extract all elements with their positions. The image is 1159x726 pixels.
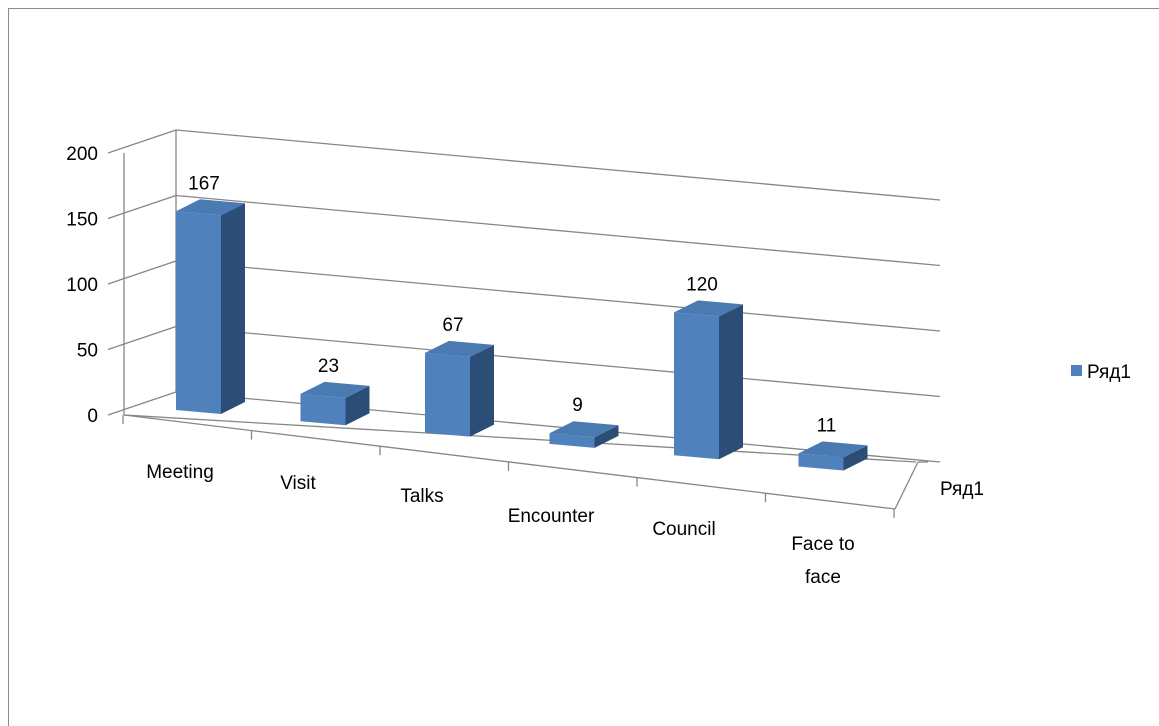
- bar-top: [176, 199, 245, 216]
- y-tick-label: 200: [66, 144, 98, 165]
- gridline-side: [107, 129, 177, 154]
- x-category-label: Visit: [280, 473, 316, 494]
- y-tick-label: 100: [66, 275, 98, 296]
- gridline-side: [107, 194, 177, 220]
- bar: [549, 421, 619, 448]
- bar-front: [674, 312, 719, 460]
- bar-top: [300, 381, 370, 398]
- gridline: [175, 325, 941, 398]
- bar-side: [470, 344, 494, 437]
- bar-top: [549, 421, 619, 438]
- gridline-side: [107, 260, 177, 285]
- bar-front: [300, 393, 346, 426]
- gridline: [175, 194, 941, 267]
- gridline-side: [107, 325, 177, 351]
- x-category-label: Encounter: [508, 506, 595, 527]
- data-label: 23: [318, 356, 339, 377]
- legend: Ряд1: [1071, 362, 1131, 383]
- bar: [300, 381, 370, 426]
- data-label: 67: [442, 315, 463, 336]
- bar: [176, 199, 245, 414]
- bar: [425, 340, 494, 437]
- x-category-label: Talks: [400, 486, 443, 507]
- legend-label: Ряд1: [1087, 362, 1131, 383]
- y-tick-label: 50: [77, 341, 98, 362]
- bar-side: [594, 425, 619, 448]
- gridline-side: [107, 391, 177, 416]
- bar-front: [549, 433, 595, 448]
- depth-axis: [894, 461, 919, 510]
- bar-front: [425, 352, 470, 437]
- data-label: 11: [817, 415, 837, 436]
- data-label: 167: [188, 173, 220, 194]
- gridline: [175, 129, 941, 201]
- x-axis: [123, 414, 896, 510]
- depth-axis-label: Ряд1: [940, 479, 984, 500]
- floor-back: [123, 414, 917, 463]
- bar-top: [425, 340, 494, 357]
- labels: 0 50 100 150 200 167 23 67 9 120 11 Meeting Visit Tal…: [66, 144, 984, 588]
- y-tick-label: 150: [66, 210, 98, 231]
- x-category-label: Council: [652, 519, 715, 540]
- bar-front: [798, 453, 844, 471]
- bar-side: [719, 304, 743, 460]
- bars: [176, 199, 868, 471]
- bar-side: [221, 203, 245, 414]
- data-label: 9: [572, 395, 583, 416]
- legend-swatch: [1071, 365, 1082, 376]
- bar-front: [176, 211, 221, 414]
- bar: [674, 300, 743, 460]
- gridline: [175, 260, 941, 332]
- x-category-label: Meeting: [146, 462, 214, 483]
- data-label: 120: [686, 274, 718, 295]
- bar: [798, 441, 868, 471]
- bar-top: [798, 441, 868, 458]
- bar-side: [345, 385, 370, 426]
- y-tick-label: 0: [87, 406, 98, 427]
- bar-top: [674, 300, 743, 317]
- bar-side: [843, 445, 868, 471]
- x-category-label: Face to face: [791, 534, 854, 588]
